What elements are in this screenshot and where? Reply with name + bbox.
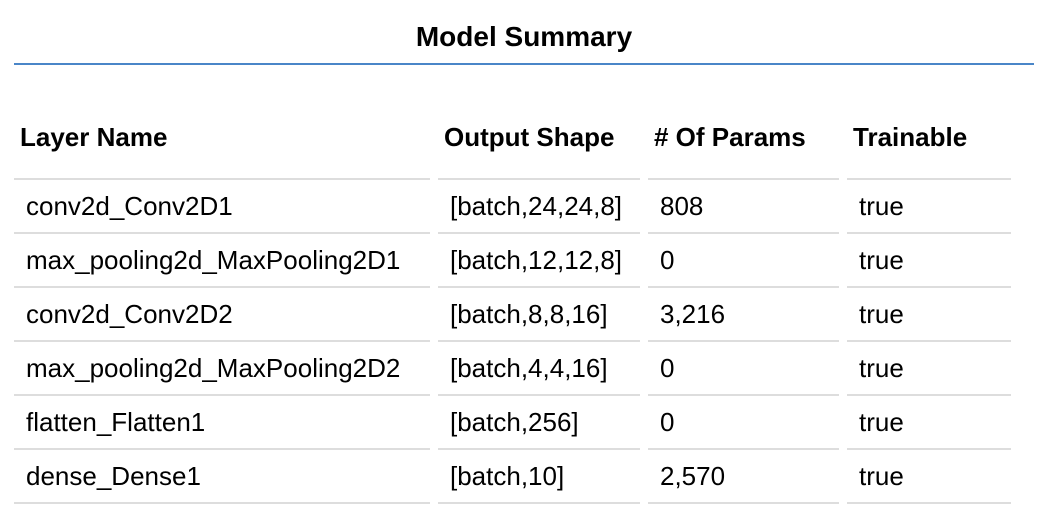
table-row: max_pooling2d_MaxPooling2D2 [batch,4,4,1… [14,342,1011,396]
params-cell: 0 [648,342,839,396]
page-title: Model Summary [14,0,1034,65]
layer-name-cell: max_pooling2d_MaxPooling2D1 [14,234,430,288]
column-header-layer-name: Layer Name [14,96,430,180]
layer-name-cell: flatten_Flatten1 [14,396,430,450]
layer-name-cell: conv2d_Conv2D1 [14,180,430,234]
table-row: max_pooling2d_MaxPooling2D1 [batch,12,12… [14,234,1011,288]
table-row: flatten_Flatten1 [batch,256] 0 true [14,396,1011,450]
output-shape-cell: [batch,256] [438,396,640,450]
params-cell: 0 [648,396,839,450]
layer-name-cell: max_pooling2d_MaxPooling2D2 [14,342,430,396]
trainable-cell: true [847,234,1011,288]
trainable-cell: true [847,396,1011,450]
output-shape-cell: [batch,12,12,8] [438,234,640,288]
params-cell: 0 [648,234,839,288]
column-header-output-shape: Output Shape [438,96,640,180]
layer-name-cell: dense_Dense1 [14,450,430,504]
trainable-cell: true [847,180,1011,234]
table-row: conv2d_Conv2D2 [batch,8,8,16] 3,216 true [14,288,1011,342]
table-row: dense_Dense1 [batch,10] 2,570 true [14,450,1011,504]
model-summary-table: Layer Name Output Shape # Of Params Trai… [6,96,1019,504]
output-shape-cell: [batch,4,4,16] [438,342,640,396]
output-shape-cell: [batch,24,24,8] [438,180,640,234]
trainable-cell: true [847,450,1011,504]
trainable-cell: true [847,288,1011,342]
table-row: conv2d_Conv2D1 [batch,24,24,8] 808 true [14,180,1011,234]
layer-name-cell: conv2d_Conv2D2 [14,288,430,342]
params-cell: 808 [648,180,839,234]
params-cell: 2,570 [648,450,839,504]
output-shape-cell: [batch,10] [438,450,640,504]
column-header-trainable: Trainable [847,96,1011,180]
column-header-params: # Of Params [648,96,839,180]
table-header-row: Layer Name Output Shape # Of Params Trai… [14,96,1011,180]
params-cell: 3,216 [648,288,839,342]
trainable-cell: true [847,342,1011,396]
output-shape-cell: [batch,8,8,16] [438,288,640,342]
